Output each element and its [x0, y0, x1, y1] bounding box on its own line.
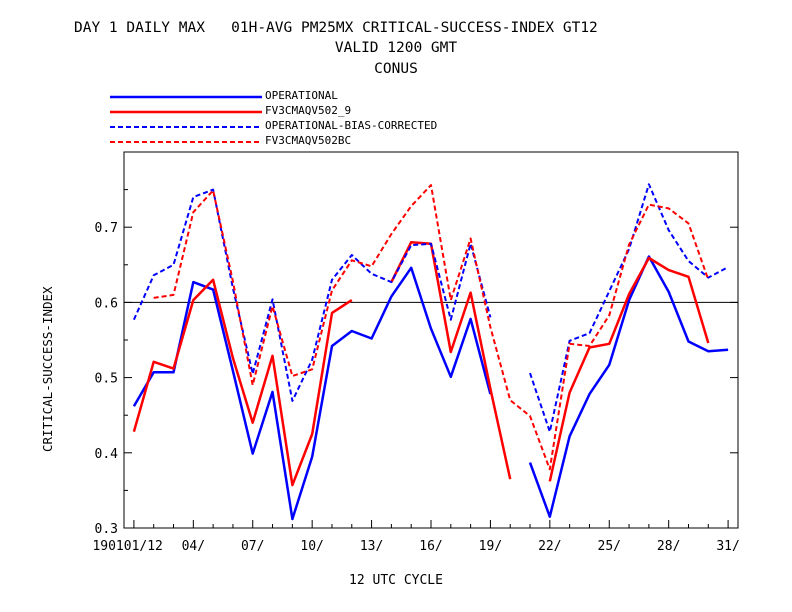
x-tick-label: 25/	[598, 539, 621, 554]
series-line-0	[132, 266, 492, 521]
y-tick-label: 0.7	[95, 221, 118, 236]
y-tick-label: 0.6	[95, 296, 118, 311]
chart-title-line2: VALID 1200 GMT	[334, 40, 458, 56]
series-line-0	[528, 255, 729, 518]
legend-label-2: OPERATIONAL-BIAS-CORRECTED	[265, 119, 438, 132]
series-line-1	[132, 278, 353, 487]
legend-label-3: FV3CMAQV502BC	[265, 134, 352, 147]
series-line-1	[548, 256, 710, 482]
x-tick-label: 07/	[241, 539, 264, 554]
x-axis-label: 12 UTC CYCLE	[349, 573, 443, 588]
x-tick-label: 28/	[657, 539, 680, 554]
x-tick-label: 190101/12	[92, 539, 162, 554]
legend-label-0: OPERATIONAL	[265, 89, 338, 102]
y-tick-label: 0.4	[95, 447, 119, 462]
series-line-1	[390, 240, 512, 480]
legend-label-1: FV3CMAQV502_9	[265, 104, 352, 117]
x-tick-label: 13/	[360, 539, 383, 554]
chart-title-line1: DAY 1 DAILY MAX 01H-AVG PM25MX CRITICAL-…	[74, 20, 598, 36]
series-line-3	[153, 184, 710, 471]
y-tick-label: 0.5	[95, 372, 118, 387]
x-tick-label: 22/	[538, 539, 561, 554]
series-line-2	[529, 183, 729, 433]
x-tick-label: 19/	[479, 539, 502, 554]
y-tick-label: 0.3	[95, 522, 118, 537]
x-tick-label: 31/	[716, 539, 739, 554]
x-tick-label: 10/	[300, 539, 323, 554]
series-line-2	[132, 188, 492, 402]
chart-title-line3: CONUS	[374, 61, 418, 77]
x-tick-label: 04/	[182, 539, 205, 554]
x-tick-label: 16/	[419, 539, 442, 554]
